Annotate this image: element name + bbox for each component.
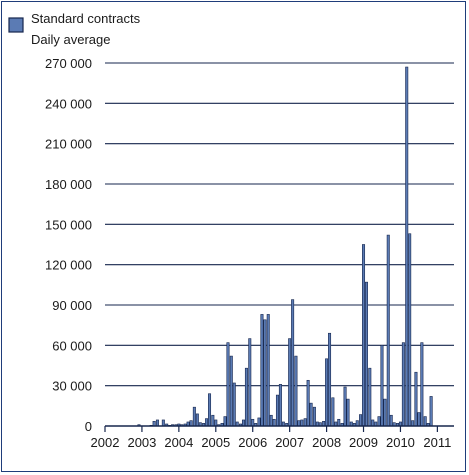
axes: 0 30 000 60 000 90 000 120 000 150 000 180 000…	[45, 56, 454, 450]
x-tick-label: 2011	[423, 435, 451, 450]
bar	[263, 319, 267, 427]
bar	[309, 402, 313, 427]
y-tick-label: 90 000	[52, 298, 92, 313]
bar	[161, 419, 165, 427]
bar	[155, 419, 159, 427]
legend-line-1: Standard contracts	[31, 11, 141, 26]
x-tick-label: 2003	[127, 435, 156, 450]
bar	[266, 314, 270, 427]
bar	[269, 414, 273, 427]
bar	[306, 379, 310, 427]
bar	[414, 371, 418, 427]
bar	[226, 342, 230, 427]
bar	[322, 420, 326, 427]
bar	[389, 414, 393, 427]
bar	[386, 234, 390, 427]
bar	[272, 418, 276, 427]
bar	[325, 358, 329, 427]
bar	[331, 397, 335, 427]
bar	[205, 418, 209, 427]
bar	[355, 420, 359, 427]
legend-swatch	[8, 17, 24, 33]
bar	[192, 406, 196, 427]
bar	[343, 386, 347, 427]
x-tick-label: 2002	[91, 435, 120, 450]
bar	[248, 338, 252, 427]
bar	[364, 281, 368, 427]
bar	[405, 66, 409, 427]
legend-line-2: Daily average	[31, 32, 111, 47]
bars	[137, 66, 433, 427]
bar	[408, 233, 412, 427]
x-tick-label: 2005	[201, 435, 230, 450]
x-tick-label: 2004	[164, 435, 193, 450]
bar	[337, 418, 341, 427]
bar	[371, 419, 375, 427]
bar	[241, 419, 245, 427]
bar	[328, 332, 332, 427]
x-tick-label: 2010	[386, 435, 415, 450]
bar	[229, 355, 233, 427]
bar	[300, 419, 304, 427]
bar	[208, 393, 212, 427]
bar	[244, 367, 248, 427]
x-tick-label: 2009	[349, 435, 378, 450]
bar	[152, 420, 156, 427]
bar	[297, 420, 301, 427]
y-tick-label: 210 000	[45, 137, 92, 152]
y-tick-label: 0	[85, 419, 92, 434]
bar	[346, 398, 350, 427]
bar	[291, 299, 295, 427]
x-tick-label: 2007	[275, 435, 304, 450]
bar	[368, 367, 372, 427]
bar	[312, 406, 316, 427]
bar	[429, 396, 433, 427]
bar	[294, 355, 298, 427]
bar	[260, 314, 264, 427]
bar	[195, 413, 199, 427]
bar	[211, 414, 215, 427]
bar	[257, 417, 261, 427]
bar	[362, 244, 366, 427]
bar	[383, 398, 387, 427]
bar	[223, 416, 227, 427]
bar	[278, 384, 282, 427]
bar	[401, 342, 405, 427]
bar	[275, 394, 279, 427]
bar	[359, 414, 363, 427]
x-tick-label: 2006	[238, 435, 267, 450]
y-tick-label: 120 000	[45, 258, 92, 273]
gridlines	[105, 62, 454, 387]
x-tick-label: 2008	[312, 435, 341, 450]
bar	[423, 416, 427, 427]
y-tick-label: 60 000	[52, 338, 92, 353]
bar	[380, 345, 384, 427]
bar	[288, 338, 292, 427]
bar	[377, 416, 381, 427]
bar	[214, 419, 218, 427]
bar	[189, 420, 193, 427]
bar	[411, 420, 415, 427]
bar	[303, 418, 307, 427]
y-tick-label: 30 000	[52, 379, 92, 394]
bar	[417, 412, 421, 427]
bar	[232, 382, 236, 427]
y-tick-label: 240 000	[45, 96, 92, 111]
bar	[420, 342, 424, 427]
y-tick-label: 150 000	[45, 217, 92, 232]
y-tick-label: 180 000	[45, 177, 92, 192]
y-tick-label: 270 000	[45, 56, 92, 71]
bar	[251, 418, 255, 427]
